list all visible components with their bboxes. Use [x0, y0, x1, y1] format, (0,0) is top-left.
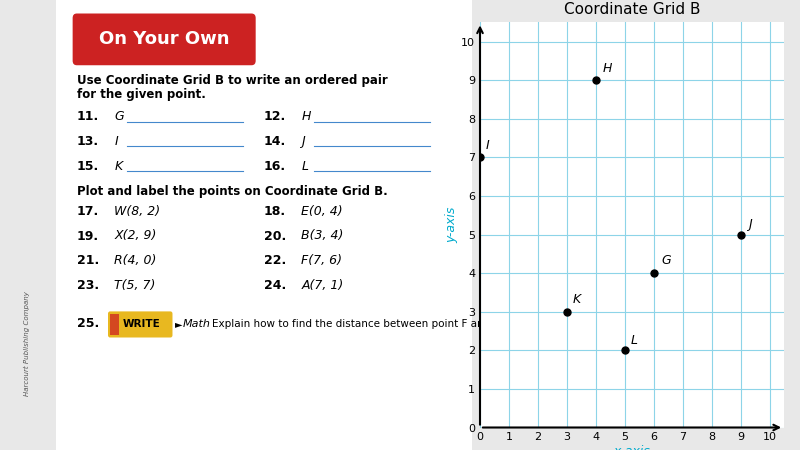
Text: Plot and label the points on Coordinate Grid B.: Plot and label the points on Coordinate …	[77, 184, 387, 198]
Text: Use Coordinate Grid B to write an ordered pair: Use Coordinate Grid B to write an ordere…	[77, 74, 387, 87]
Text: I: I	[114, 135, 118, 148]
Y-axis label: y-axis: y-axis	[446, 207, 458, 243]
FancyBboxPatch shape	[56, 0, 472, 450]
Text: 12.: 12.	[264, 110, 286, 123]
Text: 18.: 18.	[264, 205, 286, 218]
Text: R(4, 0): R(4, 0)	[114, 254, 157, 267]
Title: Coordinate Grid B: Coordinate Grid B	[564, 2, 700, 17]
Text: 16.: 16.	[264, 160, 286, 173]
Text: 15.: 15.	[77, 160, 99, 173]
Text: On Your Own: On Your Own	[99, 30, 230, 48]
Text: X(2, 9): X(2, 9)	[114, 230, 157, 243]
Text: J: J	[748, 218, 751, 231]
Text: 13.: 13.	[77, 135, 99, 148]
Text: T(5, 7): T(5, 7)	[114, 279, 156, 292]
Text: A(7, 1): A(7, 1)	[302, 279, 344, 292]
Text: K: K	[573, 293, 581, 306]
Text: F(7, 6): F(7, 6)	[302, 254, 342, 267]
Text: 19.: 19.	[77, 230, 99, 243]
Text: 21.: 21.	[77, 254, 99, 267]
Text: 23.: 23.	[77, 279, 99, 292]
Text: I: I	[486, 139, 490, 152]
Text: 25.: 25.	[77, 317, 99, 330]
Text: ►: ►	[174, 319, 182, 329]
Text: Harcourt Publishing Company: Harcourt Publishing Company	[24, 291, 30, 396]
Text: WRITE: WRITE	[122, 319, 160, 329]
Text: 17.: 17.	[77, 205, 99, 218]
X-axis label: x-axis: x-axis	[614, 445, 650, 450]
Text: 20.: 20.	[264, 230, 286, 243]
Text: Explain how to find the distance between point F and point A.: Explain how to find the distance between…	[212, 319, 534, 329]
Text: G: G	[114, 110, 124, 123]
Text: K: K	[114, 160, 122, 173]
Text: 24.: 24.	[264, 279, 286, 292]
Text: H: H	[603, 62, 613, 75]
Text: E(0, 4): E(0, 4)	[302, 205, 343, 218]
Text: B(3, 4): B(3, 4)	[302, 230, 344, 243]
Text: L: L	[630, 333, 638, 346]
Text: for the given point.: for the given point.	[77, 88, 206, 101]
FancyBboxPatch shape	[110, 314, 119, 335]
Text: 11.: 11.	[77, 110, 99, 123]
Text: J: J	[302, 135, 305, 148]
FancyBboxPatch shape	[73, 14, 256, 65]
Text: 14.: 14.	[264, 135, 286, 148]
Text: H: H	[302, 110, 311, 123]
FancyBboxPatch shape	[108, 311, 173, 338]
Text: G: G	[661, 254, 670, 267]
Text: L: L	[302, 160, 309, 173]
Text: Math: Math	[183, 319, 210, 329]
Text: 22.: 22.	[264, 254, 286, 267]
Text: W(8, 2): W(8, 2)	[114, 205, 160, 218]
